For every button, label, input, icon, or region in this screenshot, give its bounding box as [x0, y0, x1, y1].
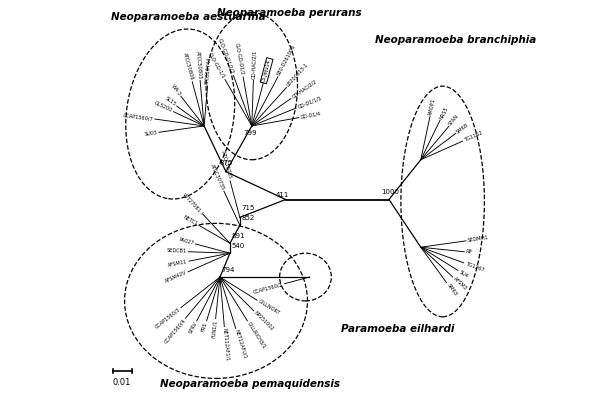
Text: 0.01: 0.01 — [113, 378, 131, 387]
Text: RP: RP — [466, 249, 473, 255]
Text: CCAP1560/7: CCAP1560/7 — [122, 112, 154, 121]
Text: CCAP1560/2: CCAP1560/2 — [253, 282, 283, 294]
Text: ATCC50805: ATCC50805 — [195, 50, 203, 79]
Text: 411: 411 — [276, 192, 289, 198]
Text: SEDMH1: SEDMH1 — [467, 235, 489, 243]
Text: AFSM11: AFSM11 — [167, 259, 188, 268]
Text: GD-D1/1/1: GD-D1/1/1 — [297, 95, 323, 110]
Text: PA027: PA027 — [178, 237, 195, 246]
Text: AFSM3: AFSM3 — [452, 276, 468, 291]
Text: SM63: SM63 — [446, 282, 458, 297]
Text: Paramoeba eilhardi: Paramoeba eilhardi — [341, 324, 455, 334]
Text: 799: 799 — [244, 130, 257, 136]
Text: 1000: 1000 — [381, 189, 399, 195]
Text: NRS5: NRS5 — [438, 106, 449, 120]
Text: 715: 715 — [241, 205, 254, 211]
Text: 875: 875 — [220, 160, 233, 166]
Text: GILLNORT: GILLNORT — [257, 299, 280, 316]
Text: 852: 852 — [241, 215, 254, 221]
Text: CCAP1560/3: CCAP1560/3 — [154, 307, 181, 330]
Text: 540: 540 — [231, 243, 244, 249]
Text: AFSM42V: AFSM42V — [165, 270, 188, 284]
Text: 794: 794 — [221, 267, 235, 273]
Text: FUN1/1: FUN1/1 — [211, 320, 218, 338]
Text: STAN: STAN — [448, 113, 460, 126]
Text: CS.Jeju14: CS.Jeju14 — [261, 59, 272, 83]
Text: SEDCB1: SEDCB1 — [166, 249, 187, 254]
Text: GD-HAC/2/1: GD-HAC/2/1 — [251, 49, 257, 79]
Text: NETC1: NETC1 — [182, 214, 199, 227]
Text: TG1162: TG1162 — [463, 130, 483, 143]
Text: 891: 891 — [231, 233, 245, 239]
Text: S80-D261006: S80-D261006 — [276, 44, 297, 77]
Text: SM68: SM68 — [455, 122, 470, 134]
Text: SU4: SU4 — [458, 269, 469, 279]
Text: CLO-GD-1/1: CLO-GD-1/1 — [207, 51, 226, 79]
Text: ATCC30735: ATCC30735 — [209, 163, 226, 191]
Text: Neoparamoeba perurans: Neoparamoeba perurans — [217, 8, 362, 18]
Text: LB200313-1: LB200313-1 — [286, 62, 309, 88]
Text: NET12AFU/1: NET12AFU/1 — [234, 329, 247, 360]
Text: TG1267: TG1267 — [464, 261, 484, 273]
Text: FRS: FRS — [201, 322, 209, 332]
Text: STRV: STRV — [188, 321, 198, 335]
Text: CCAP1560/4: CCAP1560/4 — [163, 318, 186, 344]
Text: W4-3: W4-3 — [170, 83, 182, 97]
Text: AMOP1: AMOP1 — [428, 97, 437, 116]
Text: SU03: SU03 — [144, 130, 157, 137]
Text: Neoparamoeba pemaquidensis: Neoparamoeba pemaquidensis — [160, 379, 340, 389]
Text: GD-D1/4: GD-D1/4 — [300, 111, 321, 120]
Text: CLO-GD-D1/1/2: CLO-GD-D1/1/2 — [218, 38, 235, 75]
Text: ATCC50806: ATCC50806 — [182, 52, 194, 81]
Text: Neoparamoeba branchiphia: Neoparamoeba branchiphia — [375, 36, 536, 45]
Text: GD-HAC/2/2: GD-HAC/2/2 — [291, 79, 318, 100]
Text: Neoparamoeba aestuarina: Neoparamoeba aestuarina — [110, 12, 265, 22]
Text: ATCC50744: ATCC50744 — [205, 56, 213, 85]
Text: GILLRICH3/1: GILLRICH3/1 — [246, 321, 267, 350]
Text: ATCC30735: ATCC30735 — [219, 150, 232, 180]
Text: WT27081 /: WT27081 / — [182, 192, 204, 215]
Text: NP251002: NP251002 — [253, 310, 275, 332]
Text: NET112AF1/1: NET112AF1/1 — [222, 328, 230, 361]
Text: GLS200: GLS200 — [153, 101, 173, 113]
Text: CLO-GD-D1/2: CLO-GD-D1/2 — [235, 43, 245, 76]
Text: SL15: SL15 — [164, 96, 177, 107]
